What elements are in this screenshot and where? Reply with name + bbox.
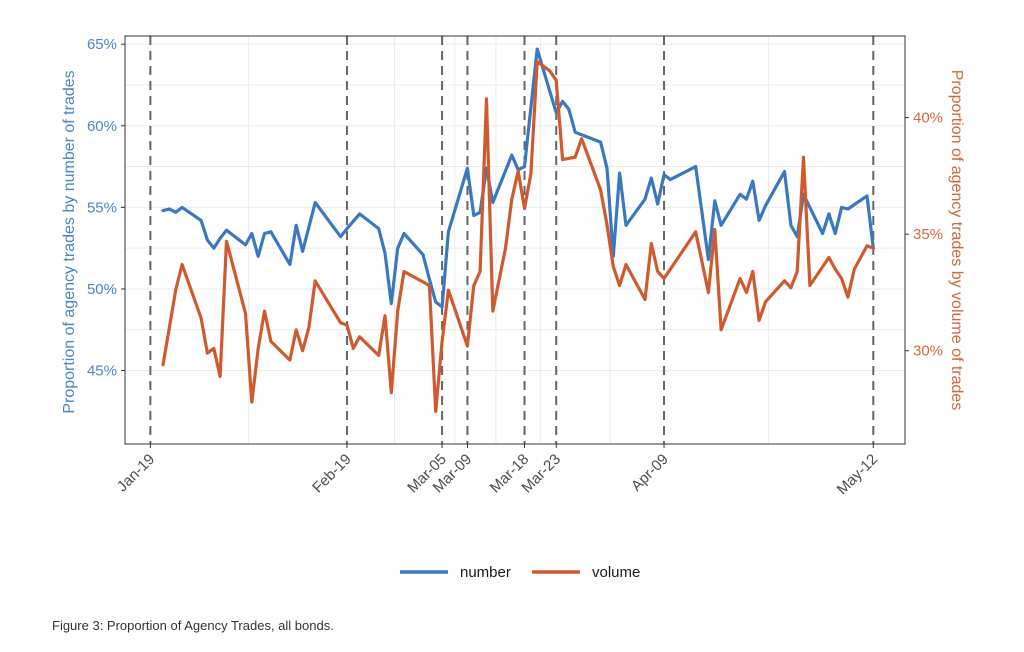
- series-line-volume: [161, 59, 875, 413]
- series-lines: [161, 47, 875, 413]
- left-tick-label: 65%: [87, 36, 117, 53]
- legend: number volume: [400, 564, 640, 581]
- left-tick-label: 55%: [87, 199, 117, 216]
- figure-caption: Figure 3: Proportion of Agency Trades, a…: [52, 618, 334, 633]
- left-tick-label: 50%: [87, 281, 117, 298]
- series-line-number: [161, 47, 875, 309]
- left-tick-label: 45%: [87, 363, 117, 380]
- plot-frame: [124, 35, 906, 445]
- legend-label-number: number: [460, 564, 511, 581]
- event-date-lines: [149, 36, 875, 444]
- left-tick-label: 60%: [87, 118, 117, 135]
- left-axis-ticks: 45% 50% 55% 60% 65%: [87, 36, 125, 380]
- legend-label-volume: volume: [592, 564, 640, 581]
- right-axis-ticks: 30% 35% 40%: [905, 110, 943, 360]
- right-axis-title: Proportion of agency trades by volume of…: [948, 70, 965, 411]
- right-tick-label: 30%: [913, 343, 943, 360]
- left-axis-title: Proportion of agency trades by number of…: [61, 70, 78, 413]
- x-tick-label: Apr-09: [628, 451, 672, 495]
- right-tick-label: 35%: [913, 226, 943, 243]
- right-tick-label: 40%: [913, 110, 943, 127]
- x-tick-label: Feb-19: [309, 451, 355, 497]
- x-tick-label: May-12: [834, 451, 881, 498]
- x-tick-label: Jan-19: [114, 451, 158, 495]
- grid-lines: [125, 36, 905, 444]
